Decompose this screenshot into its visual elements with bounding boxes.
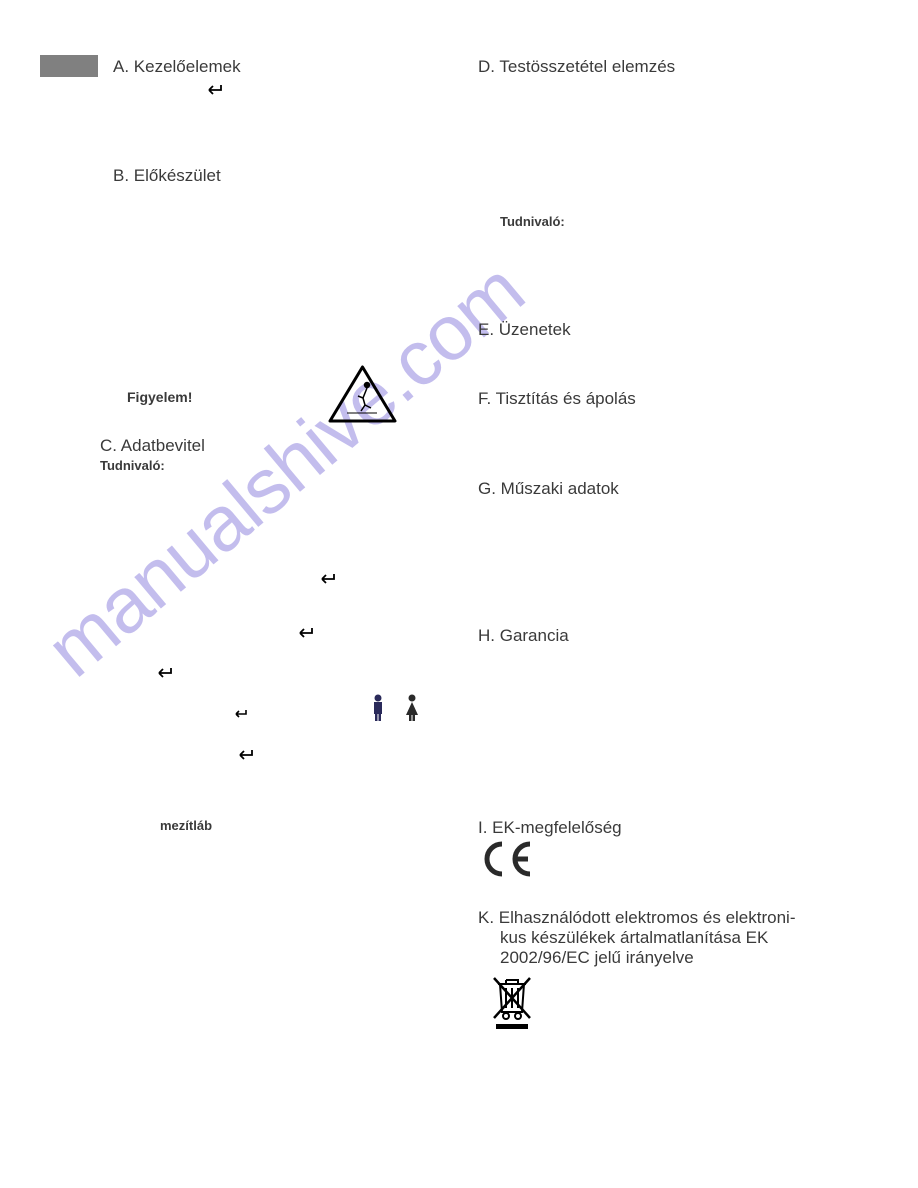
manual-page: manualshive.com A. Kezelőelemek B. Előké… bbox=[0, 0, 918, 1188]
section-d-heading: D. Testösszetétel elemzés bbox=[478, 57, 675, 77]
margin-marker bbox=[40, 55, 98, 77]
gender-icons bbox=[368, 693, 428, 728]
section-c-note-label: Tudnivaló: bbox=[100, 458, 165, 473]
enter-arrow-icon bbox=[318, 572, 336, 591]
weee-bin-icon bbox=[486, 972, 538, 1037]
section-k-heading-line3: 2002/96/EC jelű irányelve bbox=[500, 948, 694, 968]
section-b-heading: B. Előkészület bbox=[113, 166, 221, 186]
section-i-heading: I. EK-megfelelőség bbox=[478, 818, 622, 838]
watermark-text: manualshive.com bbox=[29, 175, 918, 1085]
section-h-heading: H. Garancia bbox=[478, 626, 569, 646]
enter-arrow-icon bbox=[232, 707, 248, 725]
section-g-heading: G. Műszaki adatok bbox=[478, 479, 619, 499]
enter-arrow-icon bbox=[236, 748, 254, 767]
enter-arrow-icon bbox=[296, 626, 314, 645]
ce-mark-icon bbox=[480, 838, 540, 889]
warning-slippery-icon bbox=[325, 363, 400, 433]
section-a-heading: A. Kezelőelemek bbox=[113, 57, 241, 77]
enter-arrow-icon bbox=[205, 83, 223, 102]
section-c-heading: C. Adatbevitel bbox=[100, 436, 205, 456]
section-k-heading-line2: kus készülékek ártalmatlanítása EK bbox=[500, 928, 768, 948]
section-f-heading: F. Tisztítás és ápolás bbox=[478, 389, 636, 409]
section-d-note-label: Tudnivaló: bbox=[500, 214, 565, 229]
section-e-heading: E. Üzenetek bbox=[478, 320, 571, 340]
enter-arrow-icon bbox=[155, 666, 173, 685]
section-k-heading-line1: K. Elhasználódott elektromos és elektron… bbox=[478, 908, 796, 928]
attention-label: Figyelem! bbox=[127, 389, 192, 405]
barefoot-label: mezítláb bbox=[160, 818, 212, 833]
